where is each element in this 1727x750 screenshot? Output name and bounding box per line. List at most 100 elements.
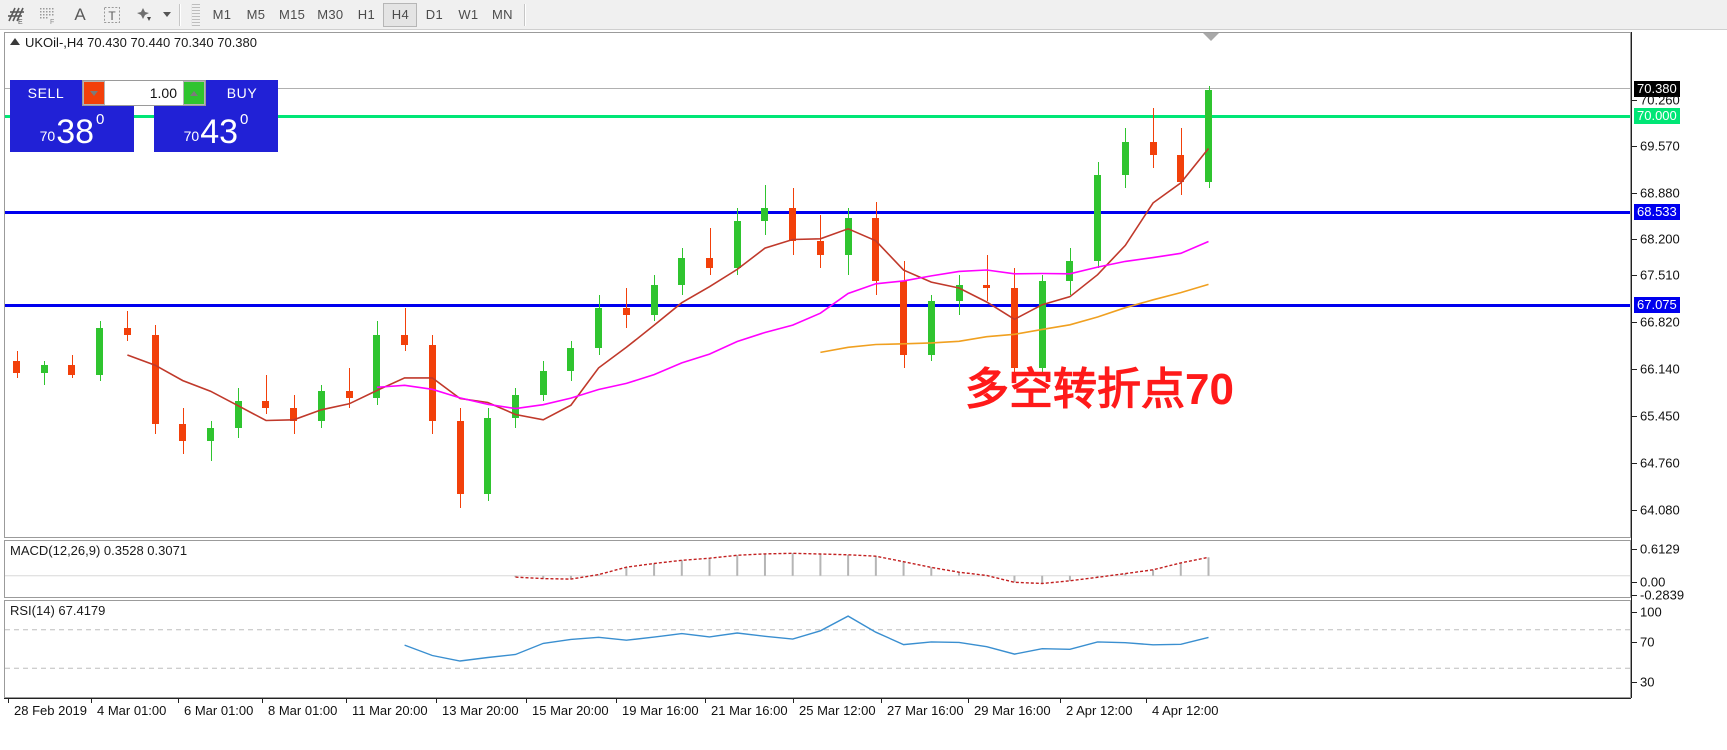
indicators-icon[interactable]: E [1, 2, 31, 28]
candle-body [13, 361, 20, 374]
candle-body [68, 364, 76, 375]
candle-body [1121, 141, 1129, 175]
buy-button[interactable]: BUY [206, 80, 278, 106]
timeframe-mn[interactable]: MN [491, 7, 513, 22]
price-tick-label: 100 [1640, 604, 1662, 620]
text-label-icon[interactable]: T [97, 2, 127, 28]
time-tick [881, 699, 882, 703]
candle-body [1149, 141, 1157, 155]
time-tick-label: 21 Mar 16:00 [711, 703, 788, 718]
candle-body [955, 284, 963, 302]
trade-panel-controls: SELL 1.00 BUY [10, 80, 278, 106]
sell-price[interactable]: 70 38 0 [10, 106, 134, 152]
volume-input[interactable]: 1.00 [149, 85, 177, 101]
sell-price-prefix: 70 [39, 128, 56, 144]
timeframe-m30[interactable]: M30 [317, 7, 344, 22]
timeframe-m1[interactable]: M1 [212, 7, 232, 22]
candle-body [345, 391, 353, 398]
candle-body [678, 258, 686, 285]
time-tick-label: 8 Mar 01:00 [268, 703, 338, 718]
buy-price-prefix: 70 [183, 128, 200, 144]
timeframe-w1[interactable]: W1 [458, 7, 479, 22]
collapse-icon[interactable] [10, 38, 20, 45]
candle-body [317, 391, 325, 422]
candle-body [789, 208, 797, 242]
candle-body [595, 308, 603, 348]
candle-body [40, 364, 48, 374]
crosshair-marker-icon [1203, 33, 1219, 41]
macd-pane[interactable]: MACD(12,26,9) 0.3528 0.3071 [4, 540, 1631, 598]
timeframe-m15[interactable]: M15 [279, 7, 306, 22]
price-tick-label: 66.820 [1640, 314, 1680, 330]
candle-wick [404, 308, 406, 352]
time-tick [705, 699, 706, 703]
candle-body [1177, 154, 1185, 182]
level-68533 [5, 211, 1630, 214]
price-tick [1632, 193, 1637, 194]
candle-body [511, 394, 519, 418]
grid-icon[interactable]: F [33, 2, 63, 28]
toolbar-divider [179, 3, 181, 26]
candle-body [900, 281, 908, 355]
price-tick-label: 69.570 [1640, 138, 1680, 154]
timeframe-h4[interactable]: H4 [383, 2, 418, 27]
price-tick-label: -0.2839 [1640, 587, 1685, 603]
rsi-pane[interactable]: RSI(14) 67.4179 [4, 600, 1631, 698]
time-tick [178, 699, 179, 703]
price-tick-label: 68.880 [1640, 185, 1680, 201]
time-tick-label: 13 Mar 20:00 [442, 703, 519, 718]
text-icon[interactable]: A [74, 4, 86, 24]
price-tick [1632, 510, 1637, 511]
level-67075 [5, 304, 1630, 307]
price-tick-label: 0.00 [1640, 574, 1666, 590]
price-tick-label: 64.760 [1640, 455, 1680, 471]
candle-body [290, 407, 298, 422]
time-tick [616, 699, 617, 703]
buy-price-main: 43 [200, 113, 239, 151]
timeframe-h1[interactable]: H1 [357, 7, 376, 22]
candle-body [539, 371, 547, 395]
price-tick [1632, 682, 1637, 683]
timeframe-d1[interactable]: D1 [425, 7, 444, 22]
candle-body [373, 334, 381, 398]
toolbar-grip[interactable] [191, 3, 200, 26]
time-tick [8, 699, 9, 703]
time-axis[interactable]: 28 Feb 2019 4 Mar 01:00 6 Mar 01:00 8 Mar 0… [4, 698, 1631, 724]
price-tick [1632, 369, 1637, 370]
macd-signal-line [515, 552, 1209, 585]
time-tick-label: 4 Mar 01:00 [97, 703, 167, 718]
sell-button[interactable]: SELL [10, 80, 82, 106]
candle-wick [349, 367, 351, 408]
volume-stepper[interactable]: 1.00 [82, 80, 206, 106]
volume-increment-icon[interactable] [183, 81, 205, 105]
toolbar: E F A T [0, 0, 1727, 30]
time-tick [91, 699, 92, 703]
price-tick-label: 70.260 [1640, 92, 1680, 108]
sell-price-sup: 0 [96, 111, 105, 128]
one-click-trading-panel[interactable]: SELL 1.00 BUY 70 38 0 70 43 0 [10, 80, 278, 152]
price-tick [1632, 416, 1637, 417]
candle-wick [986, 254, 988, 302]
time-tick [436, 699, 437, 703]
macd-label: MACD(12,26,9) 0.3528 0.3071 [10, 543, 188, 558]
price-tick-label: 70 [1640, 634, 1655, 650]
chevron-down-icon[interactable] [160, 2, 174, 28]
candle-body [872, 218, 880, 282]
price-tick [1632, 612, 1637, 613]
candle-body [1066, 261, 1074, 282]
volume-decrement-icon[interactable] [83, 81, 105, 105]
price-tick [1632, 275, 1637, 276]
timeframe-m5[interactable]: M5 [246, 7, 266, 22]
rsi-plot [5, 615, 1630, 669]
price-badge-blue: 67.075 [1634, 297, 1680, 313]
candle-body [1094, 174, 1102, 262]
buy-price[interactable]: 70 43 0 [154, 106, 278, 152]
chart-area[interactable]: UKOil-,H4 70.430 70.440 70.340 70.380 多空… [0, 30, 1727, 750]
candle-body [123, 327, 131, 335]
candle-wick [210, 421, 212, 462]
time-tick [793, 699, 794, 703]
price-axis[interactable]: 70.380 70.260 70.000 69.570 68.880 68.533 68.2… [1631, 32, 1727, 698]
price-tick [1632, 595, 1637, 596]
objects-icon[interactable] [129, 2, 159, 28]
time-tick [968, 699, 969, 703]
